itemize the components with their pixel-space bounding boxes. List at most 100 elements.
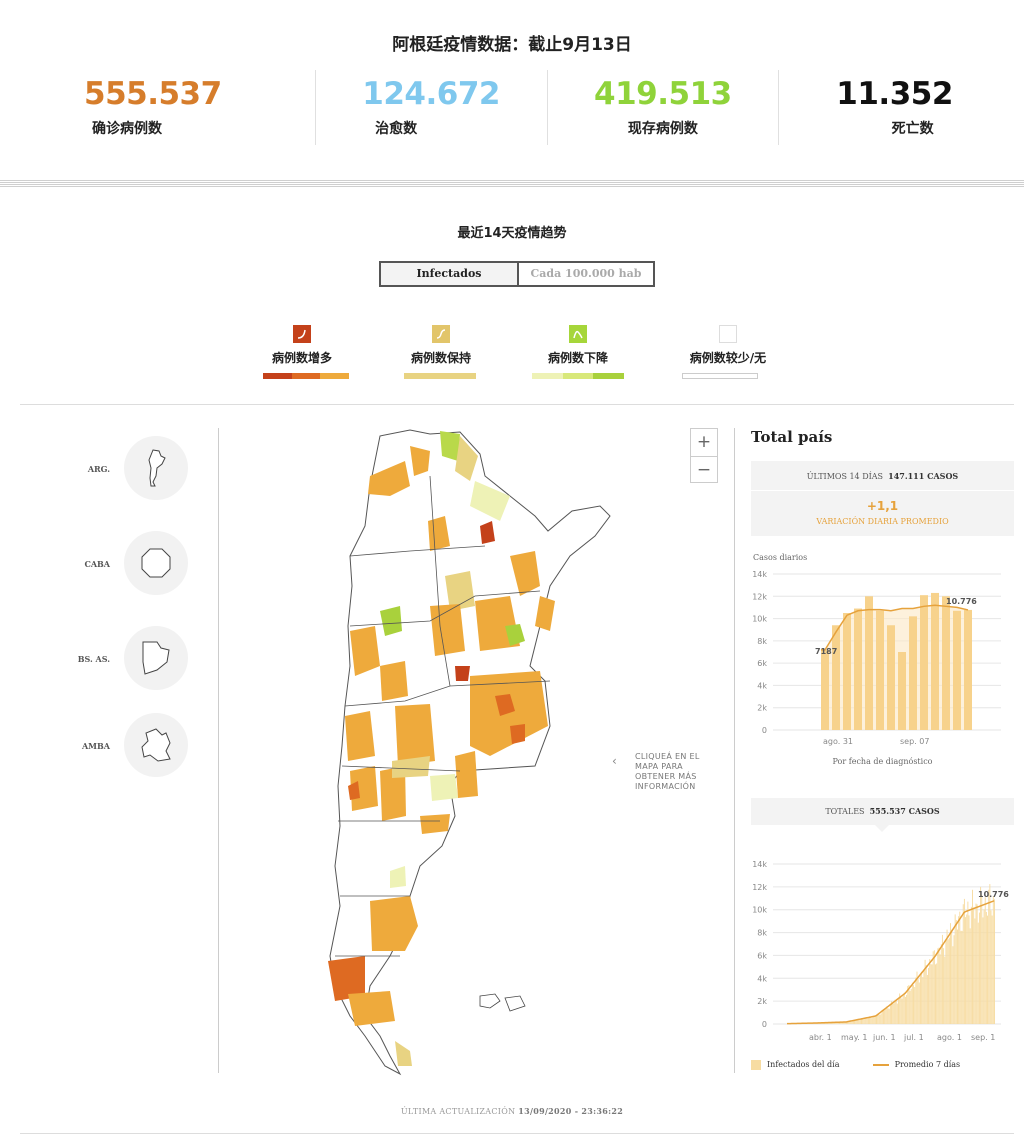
daily-bar xyxy=(845,1022,847,1024)
argentina-outline-icon xyxy=(124,436,188,500)
daily-bar xyxy=(858,1019,860,1024)
daily-bar xyxy=(916,971,918,1024)
daily-bar xyxy=(906,994,908,1024)
daily-bar xyxy=(984,897,986,1024)
map-departments[interactable] xyxy=(328,431,555,1066)
x-tick-label: ago. 31 xyxy=(823,737,853,746)
buenos-aires-outline-icon xyxy=(124,626,188,690)
legend-item-decreasing[interactable]: 病例数下降 xyxy=(530,325,626,379)
chevron-left-icon[interactable]: ‹ xyxy=(612,754,617,768)
section-rule xyxy=(20,404,1014,405)
daily-chart-caption: Casos diarios xyxy=(753,553,808,562)
legend-label: 病例数较少/无 xyxy=(689,351,767,365)
region-bsas-button[interactable]: BS. AS. xyxy=(60,626,220,696)
daily-bar xyxy=(935,964,936,1024)
region-arg-button[interactable]: ARG. xyxy=(60,436,220,506)
legend-item-stable[interactable]: 病例数保持 xyxy=(404,325,478,379)
region-amba-button[interactable]: AMBA xyxy=(60,713,220,783)
daily-bar xyxy=(871,1018,873,1024)
daily-bar xyxy=(926,974,928,1024)
average-line xyxy=(786,900,995,1025)
daily-bar xyxy=(893,1003,895,1024)
stat-value: 419.513 xyxy=(594,76,732,112)
daily-bar xyxy=(956,929,958,1024)
map-hint-text: CLIQUEÁ EN EL MAPA PARA OBTENER MÁS INFO… xyxy=(635,752,700,791)
daily-bar xyxy=(960,930,962,1024)
none-icon xyxy=(719,325,737,343)
daily-bar xyxy=(870,1017,872,1024)
x-tick-label: ago. 1 xyxy=(937,1033,962,1042)
totals-box: TOTALES 555.537 CASOS xyxy=(751,798,1014,825)
daily-bar xyxy=(988,889,990,1024)
toggle-infectados[interactable]: Infectados xyxy=(381,263,517,285)
footer-rule xyxy=(20,1133,1014,1134)
daily-bar xyxy=(977,922,979,1024)
stat-value: 124.672 xyxy=(362,76,500,112)
legend-scale xyxy=(404,373,476,379)
daily-bar xyxy=(898,652,906,730)
daily-bar xyxy=(884,1010,886,1024)
daily-bar xyxy=(863,1019,865,1024)
argentina-map[interactable] xyxy=(310,426,640,1076)
page-title: 阿根廷疫情数据：截止9月13日 xyxy=(392,35,632,55)
daily-bar xyxy=(917,979,919,1024)
daily-bar xyxy=(894,999,896,1024)
daily-bar xyxy=(981,895,983,1024)
daily-bar xyxy=(872,1016,874,1024)
legend-scale xyxy=(532,373,625,379)
daily-bar xyxy=(876,610,884,730)
zoom-in-button[interactable]: + xyxy=(696,432,712,452)
daily-cases-chart: 0 2k 4k 6k 8k 10k 12k 14k 7187 10.776 ago. 31 sep. … xyxy=(752,570,1001,746)
region-label: AMBA xyxy=(81,741,110,751)
daily-bar xyxy=(983,909,985,1024)
caret-down-icon xyxy=(875,825,889,832)
y-tick-label: 14k xyxy=(752,570,767,579)
toggle-per-100k[interactable]: Cada 100.000 hab xyxy=(517,263,653,285)
daily-bar xyxy=(855,1020,857,1024)
daily-bar xyxy=(948,937,950,1024)
region-label: CABA xyxy=(84,559,110,569)
variation-label: VARIACIÓN DIARIA PROMEDIO xyxy=(816,517,949,526)
y-tick-label: 12k xyxy=(752,883,767,892)
daily-bar xyxy=(923,970,925,1024)
legend-line-swatch xyxy=(872,1064,889,1066)
y-tick-label: 10k xyxy=(752,615,767,624)
daily-bar xyxy=(869,1016,871,1024)
zoom-out-button[interactable]: − xyxy=(691,456,717,483)
daily-bar xyxy=(864,1018,866,1024)
y-tick-label: 2k xyxy=(757,704,767,713)
daily-bar xyxy=(889,1003,891,1024)
region-caba-button[interactable]: CABA xyxy=(60,531,220,601)
daily-bar xyxy=(887,625,895,730)
daily-bar xyxy=(958,916,960,1024)
trend-flat-icon xyxy=(432,325,450,343)
summary-stats: 555.537 确诊病例数 124.672 治愈数 419.513 现存病例数 … xyxy=(20,70,1010,145)
average-line xyxy=(821,604,969,651)
daily-bar xyxy=(921,971,923,1024)
daily-bar xyxy=(990,910,992,1024)
country-panel: Total país ÚLTIMOS 14 DÍAS 147.111 CASOS… xyxy=(751,428,1014,1070)
map-left-border xyxy=(218,428,219,1073)
y-tick-label: 6k xyxy=(757,951,767,960)
x-tick-label: jul. 1 xyxy=(903,1033,924,1042)
daily-bar xyxy=(821,649,829,730)
stat-value: 555.537 xyxy=(84,76,222,112)
daily-bar xyxy=(928,968,930,1024)
legend-scale xyxy=(263,373,350,379)
x-tick-label: may. 1 xyxy=(841,1033,867,1042)
legend-item-few-none[interactable]: 病例数较少/无 xyxy=(680,325,776,379)
daily-bar xyxy=(944,956,946,1024)
stat-label: 现存病例数 xyxy=(627,121,698,137)
daily-bar xyxy=(854,608,862,730)
region-label: BS. AS. xyxy=(77,654,110,664)
daily-bar xyxy=(954,914,956,1024)
daily-bar xyxy=(898,999,899,1024)
panel-title: Total país xyxy=(751,428,833,446)
legend-item-increasing[interactable]: 病例数增多 xyxy=(255,325,350,379)
map-right-border xyxy=(734,428,735,1073)
daily-bar xyxy=(865,1017,867,1024)
data-label: 10.776 xyxy=(978,890,1009,899)
daily-bar xyxy=(832,625,840,730)
daily-bar xyxy=(844,1021,846,1024)
daily-bar xyxy=(938,947,940,1024)
